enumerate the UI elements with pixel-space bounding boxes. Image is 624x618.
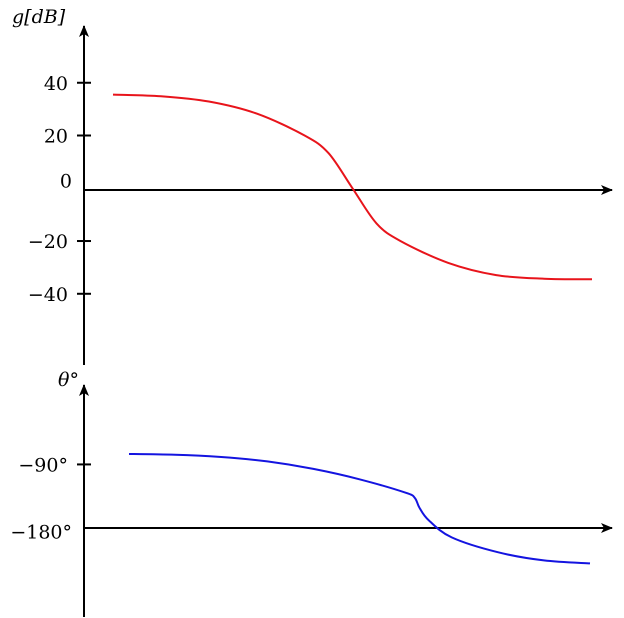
- phase-axis-title: θ°: [58, 369, 79, 391]
- y-tick-label: −40: [28, 284, 68, 306]
- y-tick-label: −180°: [10, 521, 72, 543]
- y-tick-label: 0: [60, 170, 72, 192]
- magnitude-axis-title: g[dB]: [12, 6, 66, 28]
- y-tick-label: 40: [44, 73, 68, 95]
- y-tick-label: −90°: [18, 454, 68, 476]
- y-tick-label: 20: [44, 126, 68, 148]
- y-tick-label: −20: [28, 231, 68, 253]
- phase-ticks: −90° −180°: [10, 454, 91, 543]
- magnitude-curve: [112, 93, 593, 281]
- magnitude-ticks: 40 20 0 −20 −40: [28, 73, 91, 306]
- phase-panel: θ° −90° −180°: [10, 369, 613, 617]
- magnitude-panel: g[dB] 40 20 0 −20 −40: [12, 6, 613, 365]
- phase-curve: [128, 453, 591, 565]
